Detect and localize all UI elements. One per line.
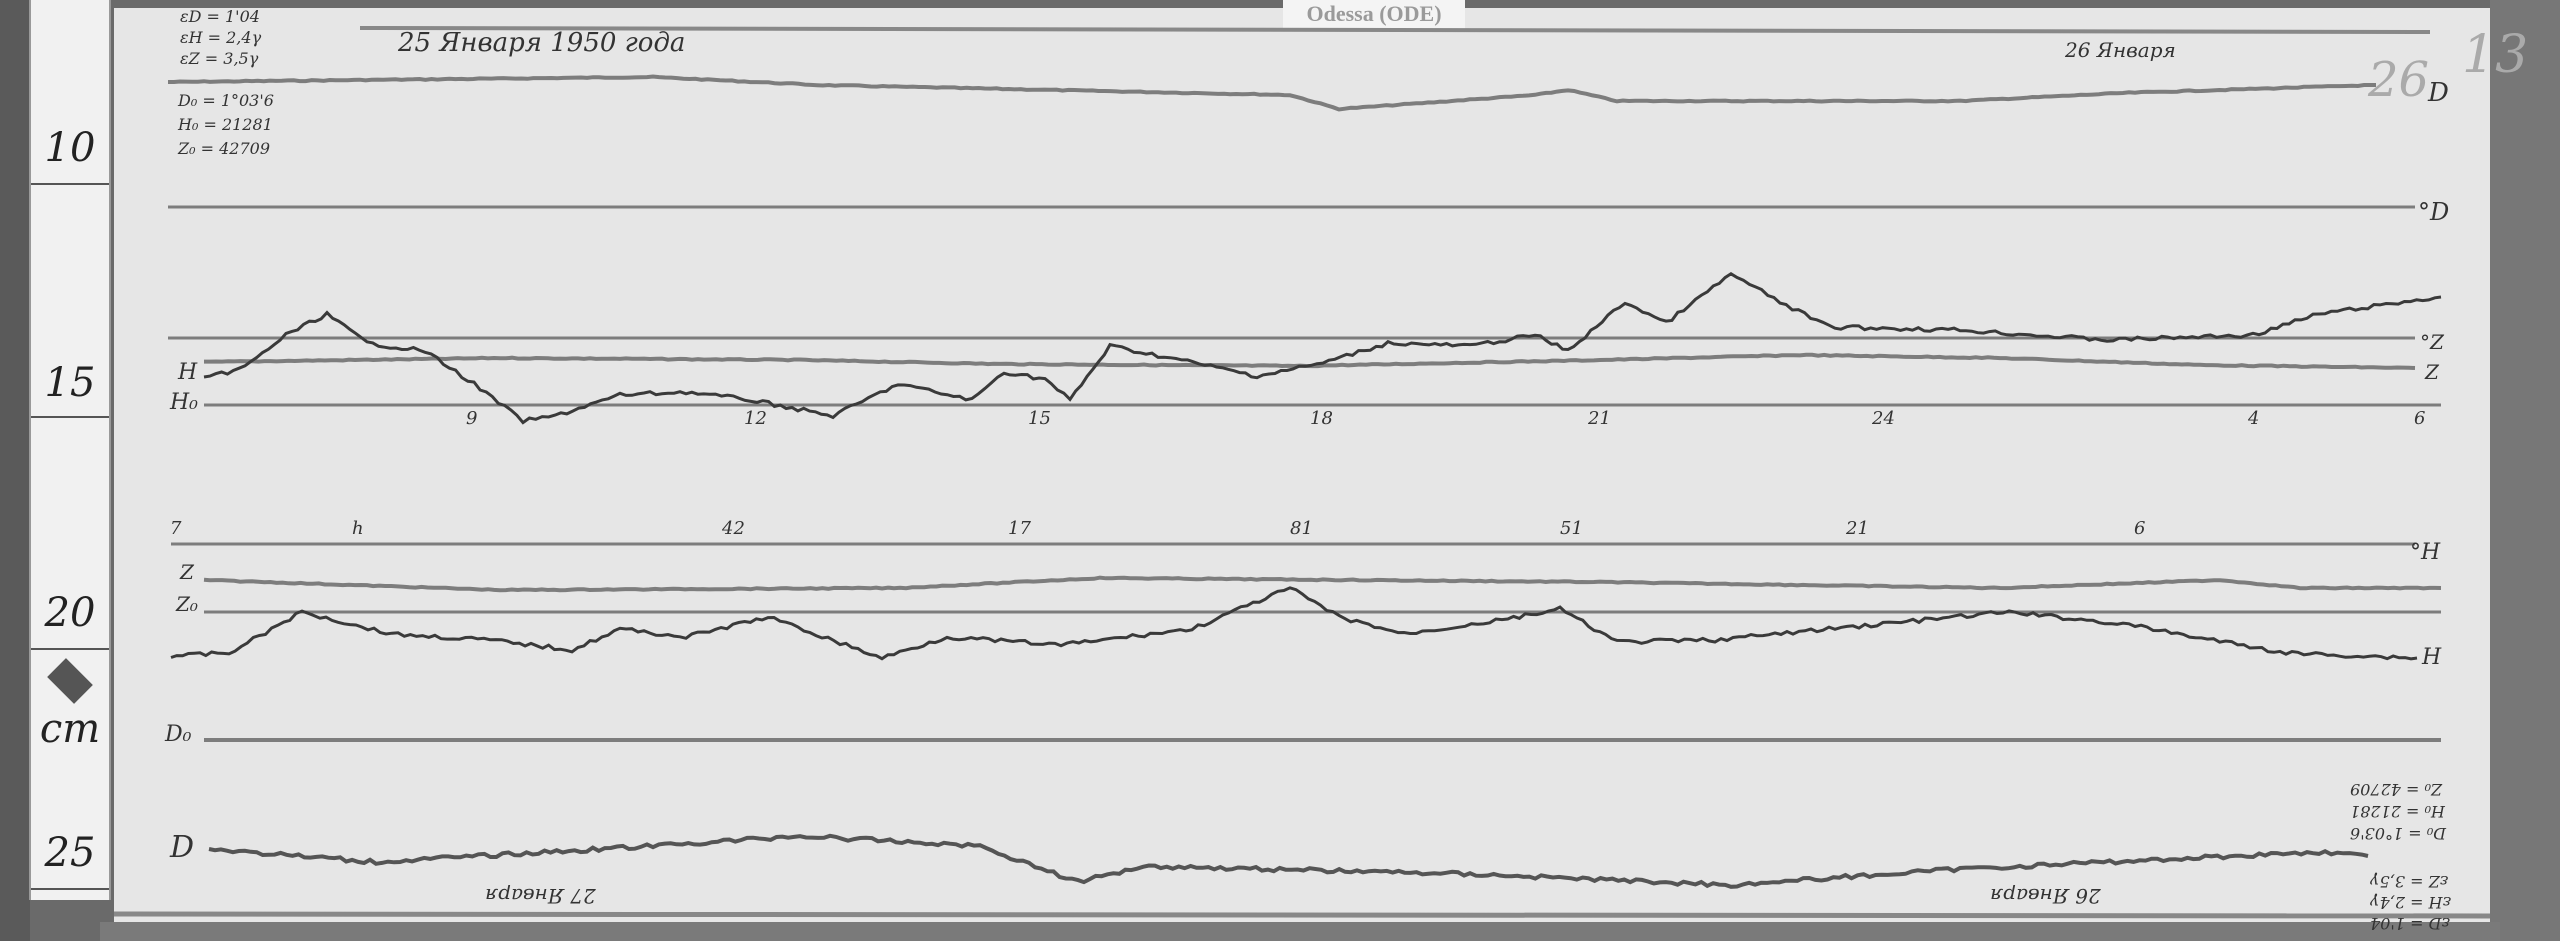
label-z-right: Z (2425, 360, 2439, 384)
label-z-base-right: °Z (2420, 330, 2444, 354)
label-h-lower: H (2422, 645, 2442, 670)
inverted-value: H₀ = 21281 (2350, 802, 2445, 821)
ruler-line (31, 648, 109, 650)
hour-label: 4 (2248, 408, 2260, 429)
hour-label-inverted: 7 (170, 518, 182, 539)
hour-label-inverted: 17 (1008, 518, 1031, 539)
hour-label-inverted: 81 (1290, 518, 1313, 539)
base-value-d: D₀ = 1°03'6 (178, 91, 274, 110)
ruler-mark-15: 15 (44, 360, 96, 406)
inverted-value: εH = 2,4γ (2370, 893, 2452, 912)
label-h-lower-base: °H (2410, 540, 2441, 565)
hour-label: 6 (2414, 408, 2426, 429)
label-z: Z (180, 560, 194, 584)
ruler-mark-25: 25 (44, 830, 96, 876)
hour-label-inverted: 6 (2134, 518, 2146, 539)
base-value-z: Z₀ = 42709 (178, 139, 271, 158)
z-trace-lower (203, 575, 2442, 593)
ruler-mark-10: 10 (44, 125, 96, 171)
d-trace-top (168, 74, 2376, 112)
inverted-date-27: 27 Января (485, 884, 596, 908)
inverted-value: D₀ = 1°03'6 (2350, 824, 2446, 843)
hour-label-inverted: h (352, 518, 364, 539)
label-d-top: D (2428, 78, 2449, 108)
scale-value-h: εH = 2,4γ (180, 28, 262, 47)
ruler-line (31, 416, 109, 418)
station-label: Odessa (ODE) (1283, 0, 1465, 30)
inverted-value: εZ = 3,5γ (2370, 872, 2449, 891)
second-date: 26 Января (2065, 38, 2176, 62)
ruler-line (31, 183, 109, 185)
background-bottom (100, 922, 2500, 941)
h-trace-lower (170, 586, 2418, 661)
inverted-value: Z₀ = 42709 (2350, 780, 2443, 799)
hour-label: 15 (1028, 408, 1051, 429)
scale-value-d: εD = 1'04 (180, 7, 260, 26)
bottom-strip-edge (113, 911, 2491, 919)
hour-label-inverted: 51 (1560, 518, 1583, 539)
d-trace-bottom (208, 833, 2369, 889)
hour-label: 9 (466, 408, 478, 429)
ruler-line (31, 888, 109, 890)
h-trace (203, 272, 2442, 425)
hour-label: 18 (1310, 408, 1333, 429)
background-wood-left (0, 0, 30, 941)
label-d-base: °D (2418, 198, 2450, 226)
label-h: H (178, 360, 198, 385)
top-strip-edge (359, 26, 2431, 34)
inverted-date-26: 26 Января (1990, 884, 2101, 908)
magnetogram-sheet (114, 8, 2490, 926)
pencil-mark-13: 13 (2462, 25, 2529, 85)
label-d-bottom: D (170, 830, 195, 865)
centimeter-ruler: 10 15 20 cm 25 (29, 0, 111, 900)
label-d0: D₀ (165, 722, 192, 747)
label-h0: H₀ (170, 390, 199, 415)
scale-value-z: εZ = 3,5γ (180, 49, 259, 68)
hour-label: 21 (1588, 408, 1611, 429)
hour-label: 12 (744, 408, 767, 429)
inverted-value: εD = 1'04 (2370, 914, 2450, 933)
ruler-unit: cm (39, 706, 101, 752)
base-value-h: H₀ = 21281 (178, 115, 273, 134)
hour-label: 24 (1872, 408, 1895, 429)
ruler-mark-20: 20 (44, 590, 96, 636)
pencil-mark-26: 26 (2368, 52, 2430, 108)
hour-label-inverted: 42 (722, 518, 745, 539)
background-wood-right (2490, 0, 2560, 941)
record-date: 25 Января 1950 года (398, 28, 686, 58)
label-z0: Z₀ (176, 592, 198, 616)
hour-label-inverted: 21 (1846, 518, 1869, 539)
